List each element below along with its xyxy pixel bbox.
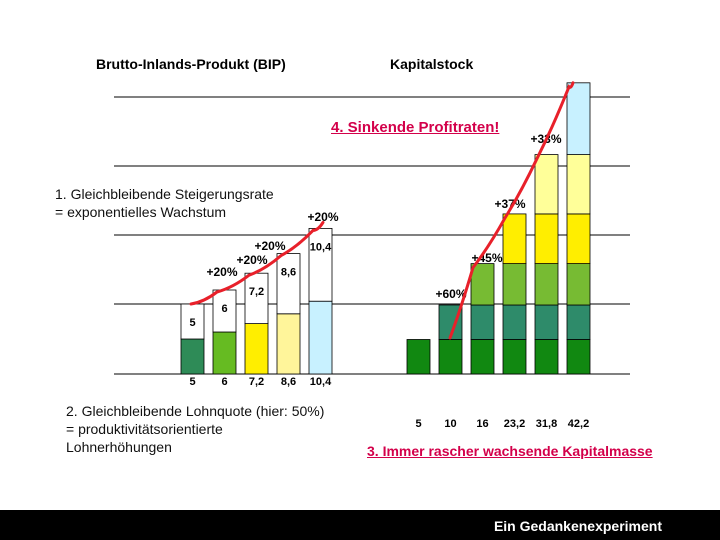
bip-bar-lower-3: [276, 313, 301, 375]
bip-bar-upper-4: [308, 227, 333, 302]
bip-title: Brutto-Inlands-Produkt (BIP): [96, 56, 286, 72]
bip-tick-label-2: 7,2: [249, 376, 264, 388]
kapital-growth-curve: [448, 81, 575, 340]
bip-inside-label-4: 10,4: [310, 241, 332, 253]
bip-inside-label-2: 7,2: [249, 286, 264, 298]
kapital-tick-label-5: 42,2: [568, 418, 589, 430]
note-2: 2. Gleichbleibende Lohnquote (hier: 50%)…: [66, 402, 324, 456]
kapital-tick-label-0: 5: [415, 418, 421, 430]
note-3: 3. Immer rascher wachsende Kapitalmasse: [367, 443, 653, 459]
kapital-bar-3-segment-2: [502, 263, 527, 306]
footer-bar: Ein Gedankenexperiment: [0, 510, 720, 540]
bip-bar-upper-3: [276, 253, 301, 315]
bip-growth-curve: [189, 220, 325, 306]
bip-growth-label-1: +20%: [236, 253, 267, 267]
bip-bar-lower-2: [244, 323, 269, 375]
bip-bars: [180, 227, 333, 375]
footer-text: Ein Gedankenexperiment: [493, 518, 662, 534]
kapital-bar-3-segment-0: [502, 339, 527, 375]
bip-growth-label-0: +20%: [206, 265, 237, 279]
note-1: 1. Gleichbleibende Steigerungsrate = exp…: [55, 185, 274, 221]
bip-inside-label-0: 5: [189, 317, 195, 329]
kapital-bar-5-segment-1: [566, 304, 591, 340]
bip-bar-lower-1: [212, 331, 237, 375]
kapital-tick-label-2: 16: [476, 418, 488, 430]
bip-tick-label-0: 5: [189, 376, 195, 388]
kapital-bar-2-segment-1: [470, 304, 495, 340]
kapital-tick-label-1: 10: [444, 418, 456, 430]
bip-growth-label-2: +20%: [254, 239, 285, 253]
bip-bar-lower-4: [308, 300, 333, 375]
note-1-line-2: = exponentielles Wachstum: [55, 204, 227, 220]
kapital-bar-4-segment-1: [534, 304, 559, 340]
kapital-bar-2-segment-2: [470, 263, 495, 306]
kapital-bar-1-segment-1: [438, 304, 463, 340]
kapital-bar-4-segment-0: [534, 339, 559, 375]
bip-inside-label-3: 8,6: [281, 267, 296, 279]
kapital-bar-0-segment-0: [406, 339, 431, 375]
kapital-bar-5-segment-0: [566, 339, 591, 375]
bip-bar-lower-0: [180, 338, 205, 375]
kapital-bar-3-segment-1: [502, 304, 527, 340]
kapital-growth-label-2: +37%: [494, 197, 525, 211]
note-2-line-1: 2. Gleichbleibende Lohnquote (hier: 50%): [66, 403, 325, 419]
kapital-growth-label-0: +60%: [435, 287, 466, 301]
note-2-line-2: = produktivitätsorientierte: [66, 421, 223, 437]
note-4: 4. Sinkende Profitraten!: [331, 119, 500, 136]
growth-curves: [189, 81, 575, 340]
kapital-bar-4-segment-4: [534, 154, 559, 215]
kapital-bar-4-segment-2: [534, 263, 559, 306]
kapital-bar-5-segment-4: [566, 154, 591, 215]
note-1-line-1: 1. Gleichbleibende Steigerungsrate: [55, 186, 274, 202]
kapital-bar-5-segment-5: [566, 82, 591, 155]
bip-bar-upper-2: [244, 272, 269, 325]
kapital-bar-4-segment-3: [534, 213, 559, 264]
kapital-bar-1-segment-0: [438, 339, 463, 375]
bip-growth-label-3: +20%: [307, 210, 338, 224]
kapital-bar-5-segment-3: [566, 213, 591, 264]
kapitalstock-title: Kapitalstock: [390, 56, 474, 72]
kapital-tick-label-3: 23,2: [504, 418, 525, 430]
chart-labels: 55667,27,28,68,610,410,4+20%+20%+20%+20%…: [189, 132, 589, 430]
kapital-bar-5-segment-2: [566, 263, 591, 306]
note-2-line-3: Lohnerhöhungen: [66, 439, 172, 455]
kapital-bar-2-segment-0: [470, 339, 495, 375]
bip-tick-label-1: 6: [221, 376, 227, 388]
kapital-tick-label-4: 31,8: [536, 418, 557, 430]
kapital-bar-3-segment-3: [502, 213, 527, 264]
bip-tick-label-4: 10,4: [310, 376, 332, 388]
kapital-bars: [406, 82, 591, 375]
bip-inside-label-1: 6: [221, 303, 227, 315]
bip-tick-label-3: 8,6: [281, 376, 296, 388]
